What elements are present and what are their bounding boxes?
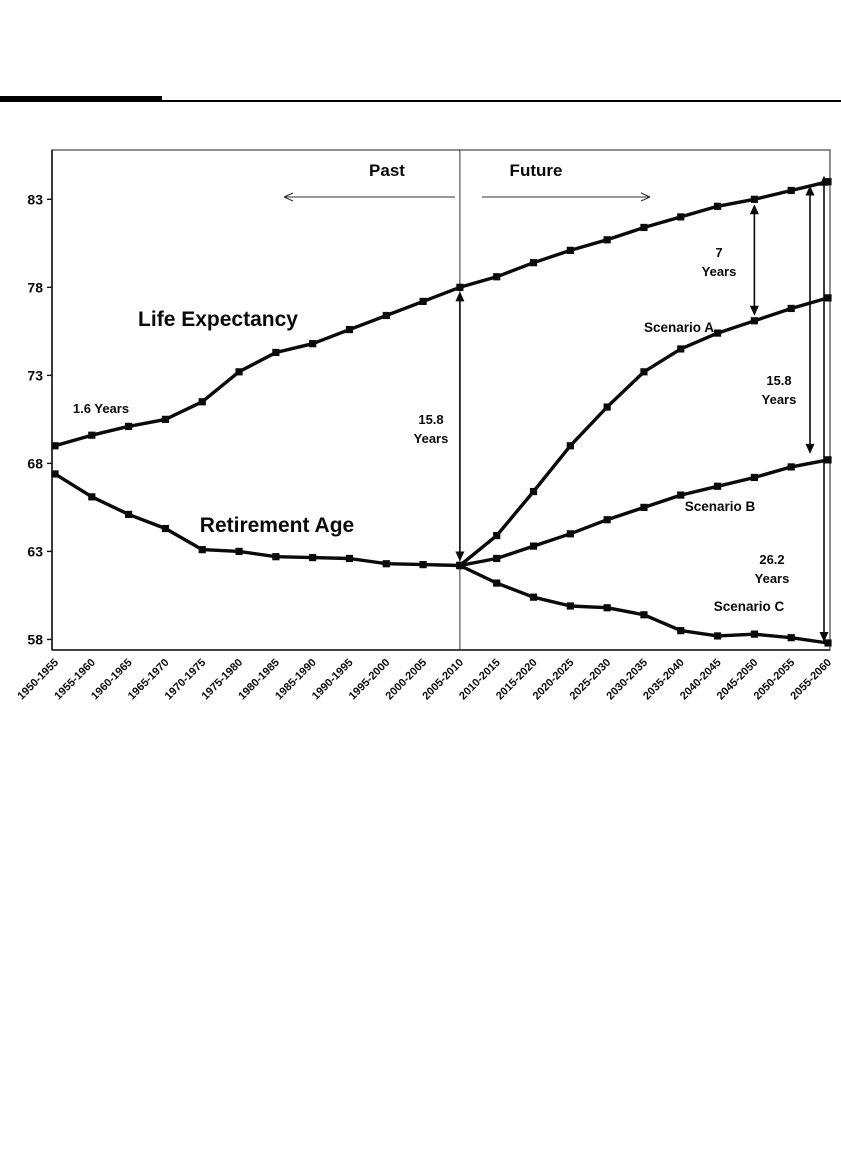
data-point-marker-retirement-age <box>161 524 170 533</box>
data-point-marker-scenario-a <box>824 294 832 302</box>
series-line-scenario-c <box>459 563 829 645</box>
gap-2005-arrow-head-top <box>455 291 465 302</box>
data-point-marker-scenario-b <box>750 473 758 482</box>
y-axis-label: 63 <box>27 543 43 559</box>
data-point-marker-retirement-age <box>198 546 206 554</box>
data-point-marker-life-expectancy <box>713 202 722 210</box>
chart-area: 58 63 68 73 78 83 1950-1955 1955-1960 1960-1965 1… <box>15 149 834 702</box>
data-point-marker-life-expectancy <box>272 348 280 357</box>
data-point-marker-scenario-a <box>677 345 685 353</box>
data-point-marker-scenario-b <box>603 516 611 524</box>
y-axis-label: 78 <box>27 279 43 295</box>
gap-scenario-c-arrow-head-top <box>819 175 829 186</box>
data-point-marker-scenario-c <box>713 632 722 640</box>
data-point-marker-scenario-c <box>566 602 574 610</box>
data-point-marker-life-expectancy <box>603 236 611 244</box>
series-line-scenario-a <box>458 296 829 567</box>
data-point-marker-life-expectancy <box>125 422 133 431</box>
data-point-marker-scenario-c <box>640 611 648 619</box>
y-axis-label: 73 <box>27 367 43 383</box>
data-point-marker-life-expectancy <box>529 259 538 267</box>
data-point-marker-life-expectancy <box>750 195 758 203</box>
data-point-marker-life-expectancy <box>677 213 685 221</box>
data-point-marker-scenario-b <box>529 542 538 550</box>
past-direction-arrow-head <box>283 192 294 198</box>
data-point-marker-retirement-age <box>88 493 96 501</box>
data-point-marker-scenario-b <box>787 463 795 471</box>
header-rule-thin <box>0 100 841 102</box>
data-point-marker-scenario-c <box>529 593 538 601</box>
data-point-marker-retirement-age <box>382 560 390 568</box>
data-point-marker-scenario-a <box>640 368 648 376</box>
data-point-marker-scenario-c <box>456 561 464 570</box>
data-point-marker-retirement-age <box>309 553 317 562</box>
data-point-marker-life-expectancy <box>456 283 464 291</box>
data-point-marker-scenario-a <box>566 442 574 450</box>
data-point-marker-scenario-a <box>750 317 758 325</box>
series-line-retirement-age <box>54 472 460 568</box>
header-rule-thick <box>0 96 162 101</box>
data-point-marker-scenario-b <box>824 456 832 464</box>
data-point-marker-scenario-b <box>566 530 574 538</box>
future-direction-arrow-head <box>640 196 651 202</box>
data-point-marker-life-expectancy <box>51 442 59 450</box>
data-point-marker-scenario-c <box>787 634 795 642</box>
data-point-marker-scenario-b <box>677 491 685 499</box>
data-point-marker-retirement-age <box>419 561 427 569</box>
data-point-marker-scenario-a <box>603 403 611 411</box>
gap-scenario-a-arrow-head-top <box>749 204 759 215</box>
data-point-marker-life-expectancy <box>382 311 390 320</box>
data-point-marker-life-expectancy <box>345 325 354 334</box>
data-point-marker-scenario-c <box>824 639 832 647</box>
data-point-marker-life-expectancy <box>493 273 501 281</box>
plot-frame <box>51 149 831 651</box>
data-point-marker-life-expectancy <box>566 246 574 254</box>
data-point-marker-life-expectancy <box>640 223 648 232</box>
data-point-marker-scenario-a <box>787 304 795 313</box>
data-point-marker-scenario-c <box>677 627 685 635</box>
data-point-marker-life-expectancy <box>309 340 317 348</box>
y-axis-label: 83 <box>27 191 43 207</box>
data-point-marker-life-expectancy <box>824 178 832 186</box>
data-point-marker-retirement-age <box>125 510 133 519</box>
data-point-marker-retirement-age <box>235 547 243 556</box>
data-point-marker-retirement-age <box>345 554 354 563</box>
data-point-marker-scenario-c <box>750 630 758 638</box>
data-point-marker-life-expectancy <box>235 368 243 376</box>
data-point-marker-scenario-c <box>493 579 501 587</box>
series-line-life-expectancy <box>54 180 829 448</box>
data-point-marker-scenario-b <box>713 482 722 490</box>
y-axis-label: 68 <box>27 455 43 471</box>
data-point-marker-scenario-c <box>603 604 611 612</box>
y-axis-label: 58 <box>27 631 43 647</box>
gap-scenario-b-arrow-head-bottom <box>805 443 815 454</box>
data-point-marker-scenario-a <box>529 487 538 496</box>
gap-scenario-a-arrow-head-bottom <box>749 305 759 316</box>
data-point-marker-retirement-age <box>272 553 280 561</box>
data-point-marker-scenario-b <box>493 554 501 563</box>
gap-scenario-b-arrow-head-top <box>805 185 815 196</box>
data-point-marker-life-expectancy <box>88 431 96 439</box>
future-direction-arrow-head <box>640 192 651 198</box>
data-point-marker-scenario-a <box>493 531 501 540</box>
gap-2005-arrow-head-bottom <box>455 551 465 562</box>
data-point-marker-scenario-a <box>713 329 722 337</box>
data-point-marker-life-expectancy <box>787 186 795 195</box>
data-point-marker-scenario-b <box>640 503 648 511</box>
data-point-marker-retirement-age <box>51 470 59 478</box>
data-point-marker-life-expectancy <box>161 415 170 423</box>
data-point-marker-life-expectancy <box>419 297 427 306</box>
retirement-life-expectancy-chart: 5863687378831950-19551955-19601960-19651… <box>15 149 834 702</box>
gap-scenario-c-arrow-head-bottom <box>819 631 829 642</box>
past-direction-arrow-head <box>283 196 294 202</box>
data-point-marker-life-expectancy <box>198 398 206 406</box>
